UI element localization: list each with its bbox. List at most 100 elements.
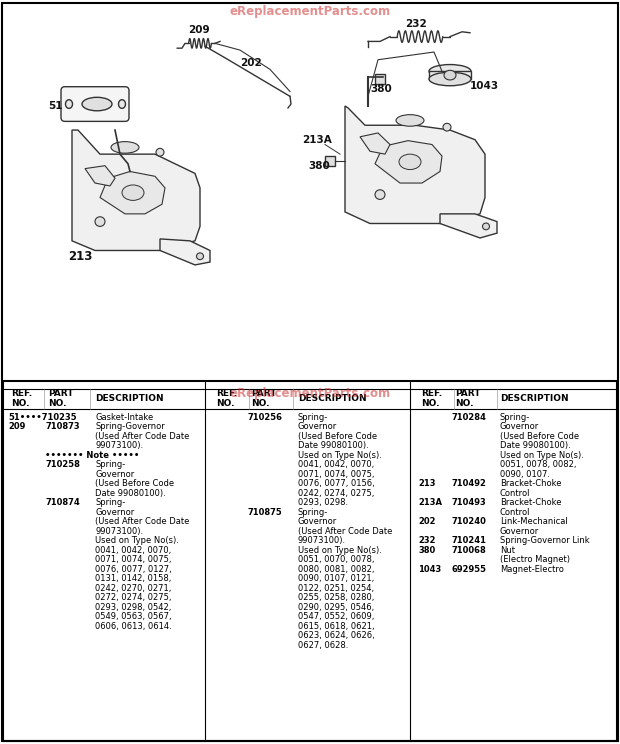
Text: (Used Before Code: (Used Before Code xyxy=(500,432,579,440)
Text: REF.
NO.: REF. NO. xyxy=(421,389,442,408)
FancyBboxPatch shape xyxy=(325,156,335,166)
Ellipse shape xyxy=(197,253,203,260)
Text: 710258: 710258 xyxy=(45,461,80,469)
Text: (Electro Magnet): (Electro Magnet) xyxy=(500,555,570,565)
Text: 232: 232 xyxy=(418,536,435,545)
Text: 0131, 0142, 0158,: 0131, 0142, 0158, xyxy=(95,574,171,583)
Bar xyxy=(429,71,471,79)
Text: 0090, 0107, 0121,: 0090, 0107, 0121, xyxy=(298,574,374,583)
Text: Date 99080100).: Date 99080100). xyxy=(298,441,369,450)
Text: Spring-Governor Link: Spring-Governor Link xyxy=(500,536,590,545)
Text: 213: 213 xyxy=(418,479,435,488)
Text: 710068: 710068 xyxy=(452,546,487,555)
Text: 213A: 213A xyxy=(418,498,442,507)
Ellipse shape xyxy=(443,124,451,131)
FancyBboxPatch shape xyxy=(61,87,129,121)
Text: 0071, 0074, 0075,: 0071, 0074, 0075, xyxy=(95,555,172,565)
Text: 710873: 710873 xyxy=(45,423,79,432)
Polygon shape xyxy=(100,171,165,214)
Text: 380: 380 xyxy=(370,83,392,94)
Text: 710874: 710874 xyxy=(45,498,80,507)
Text: 0051, 0078, 0082,: 0051, 0078, 0082, xyxy=(500,461,577,469)
Text: 51••••710235: 51••••710235 xyxy=(8,413,77,422)
Ellipse shape xyxy=(429,65,471,78)
Text: 0272, 0274, 0275,: 0272, 0274, 0275, xyxy=(95,594,172,603)
Text: 202: 202 xyxy=(418,517,435,526)
Text: 710284: 710284 xyxy=(452,413,487,422)
Text: 0242, 0274, 0275,: 0242, 0274, 0275, xyxy=(298,489,374,498)
Text: DESCRIPTION: DESCRIPTION xyxy=(298,394,366,403)
Text: 1043: 1043 xyxy=(418,565,441,574)
Text: Control: Control xyxy=(500,489,531,498)
Text: Spring-: Spring- xyxy=(298,508,328,517)
Text: (Used After Code Date: (Used After Code Date xyxy=(298,527,392,536)
Text: 0076, 0077, 0127,: 0076, 0077, 0127, xyxy=(95,565,172,574)
Polygon shape xyxy=(360,133,390,154)
Text: 0122, 0251, 0254,: 0122, 0251, 0254, xyxy=(298,584,374,593)
Text: Governor: Governor xyxy=(500,423,539,432)
Text: 0615, 0618, 0621,: 0615, 0618, 0621, xyxy=(298,622,374,631)
Ellipse shape xyxy=(429,72,471,86)
Text: DESCRIPTION: DESCRIPTION xyxy=(500,394,569,403)
Text: Spring-: Spring- xyxy=(500,413,530,422)
Text: Spring-: Spring- xyxy=(95,461,125,469)
Text: Governor: Governor xyxy=(500,527,539,536)
Text: 710875: 710875 xyxy=(248,508,283,517)
Text: 209: 209 xyxy=(8,423,25,432)
Text: 0071, 0074, 0075,: 0071, 0074, 0075, xyxy=(298,469,374,479)
Ellipse shape xyxy=(396,115,424,126)
Polygon shape xyxy=(160,239,210,265)
Text: Control: Control xyxy=(500,508,531,517)
FancyBboxPatch shape xyxy=(375,74,385,84)
Text: Governor: Governor xyxy=(95,469,135,479)
Text: Spring-: Spring- xyxy=(298,413,328,422)
Text: 710256: 710256 xyxy=(248,413,283,422)
Text: Spring-Governor: Spring-Governor xyxy=(95,423,165,432)
Text: (Used Before Code: (Used Before Code xyxy=(95,479,174,488)
Ellipse shape xyxy=(118,100,125,109)
Text: 692955: 692955 xyxy=(452,565,487,574)
Text: 0080, 0081, 0082,: 0080, 0081, 0082, xyxy=(298,565,374,574)
Text: 0090, 0107.: 0090, 0107. xyxy=(500,469,550,479)
Text: Governor: Governor xyxy=(95,508,135,517)
Text: Bracket-Choke: Bracket-Choke xyxy=(500,498,562,507)
Text: 0606, 0613, 0614.: 0606, 0613, 0614. xyxy=(95,622,172,631)
Text: 710241: 710241 xyxy=(452,536,487,545)
Polygon shape xyxy=(85,166,115,186)
Text: eReplacementParts.com: eReplacementParts.com xyxy=(229,387,391,400)
Text: PART
NO.: PART NO. xyxy=(455,389,480,408)
Text: 0547, 0552, 0609,: 0547, 0552, 0609, xyxy=(298,612,374,621)
Text: 0627, 0628.: 0627, 0628. xyxy=(298,641,348,650)
Text: ••••••• Note •••••: ••••••• Note ••••• xyxy=(45,451,140,460)
Ellipse shape xyxy=(122,185,144,200)
Text: PART
NO.: PART NO. xyxy=(48,389,74,408)
Text: 213: 213 xyxy=(68,250,92,263)
Text: 99073100).: 99073100). xyxy=(298,536,346,545)
Text: Magnet-Electro: Magnet-Electro xyxy=(500,565,564,574)
Text: Governor: Governor xyxy=(298,517,337,526)
Text: Gasket-Intake: Gasket-Intake xyxy=(95,413,153,422)
Text: 710240: 710240 xyxy=(452,517,487,526)
Text: 51: 51 xyxy=(48,101,63,111)
Text: Governor: Governor xyxy=(298,423,337,432)
Text: 710492: 710492 xyxy=(452,479,487,488)
Text: PART
NO.: PART NO. xyxy=(251,389,277,408)
Ellipse shape xyxy=(375,190,385,199)
Polygon shape xyxy=(375,141,442,183)
Text: 380: 380 xyxy=(418,546,435,555)
Text: Link-Mechanical: Link-Mechanical xyxy=(500,517,568,526)
Text: (Used After Code Date: (Used After Code Date xyxy=(95,432,189,440)
Text: 209: 209 xyxy=(188,25,210,35)
Text: 0255, 0258, 0280,: 0255, 0258, 0280, xyxy=(298,594,374,603)
Text: 0549, 0563, 0567,: 0549, 0563, 0567, xyxy=(95,612,172,621)
Text: Used on Type No(s).: Used on Type No(s). xyxy=(500,451,584,460)
Text: Nut: Nut xyxy=(500,546,515,555)
Text: 0041, 0042, 0070,: 0041, 0042, 0070, xyxy=(95,546,171,555)
Text: Spring-: Spring- xyxy=(95,498,125,507)
Ellipse shape xyxy=(444,71,456,80)
Ellipse shape xyxy=(111,141,139,153)
Text: 0076, 0077, 0156,: 0076, 0077, 0156, xyxy=(298,479,374,488)
Text: REF.
NO.: REF. NO. xyxy=(216,389,237,408)
Text: 0051, 0070, 0078,: 0051, 0070, 0078, xyxy=(298,555,374,565)
Text: 0041, 0042, 0070,: 0041, 0042, 0070, xyxy=(298,461,374,469)
